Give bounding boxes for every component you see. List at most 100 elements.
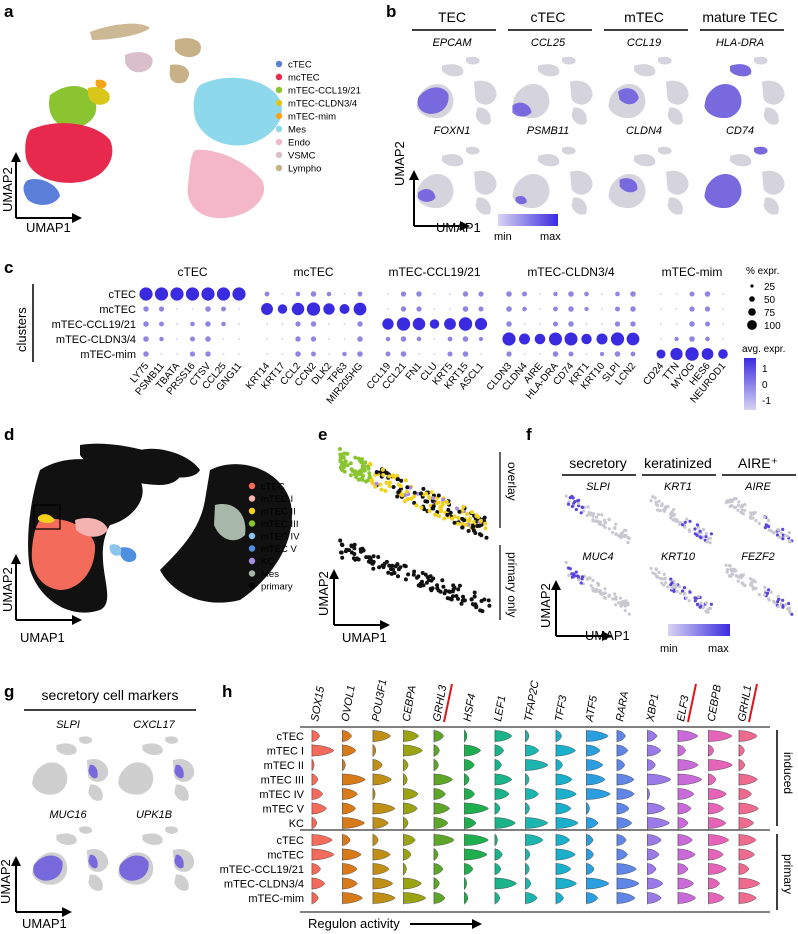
hi-violin-0-8: [555, 730, 562, 742]
f-plot-r2-0-pt-50: [611, 597, 615, 601]
hi-violin-2-2: [372, 759, 383, 771]
d-legend-dot-3: [248, 520, 256, 527]
c-dot-1-4-3: [328, 338, 330, 340]
f-plot-r2-1-pt-19: [704, 601, 708, 605]
f-plot-r1-1-pt-68: [685, 517, 689, 521]
hp-violin-3-13: [708, 877, 720, 890]
hi-violin-2-3: [403, 759, 409, 771]
c-dot-3-7-2: [614, 321, 621, 327]
c-dot-4-1-4: [670, 347, 683, 361]
hi-violin-2-1: [342, 759, 346, 771]
f-colorbar: [668, 624, 730, 636]
f-header-2: AIRE⁺: [738, 455, 778, 471]
hi-violin-6-14: [738, 817, 754, 829]
c-dot-0-0-4: [143, 351, 149, 357]
f-scale-min: min: [660, 643, 678, 655]
b-xlabel: UMAP1: [436, 220, 481, 235]
f-plot-r1-1-pt-26: [698, 529, 702, 533]
b-umap-r1-0-blob3: [466, 56, 480, 65]
f-plot-r1-0-pt-57: [591, 512, 596, 516]
e-overlay-point-256: [345, 451, 350, 456]
c-dot-3-6-3: [596, 333, 608, 345]
hp-violin-1-4: [433, 848, 439, 861]
b-umap-r2-3-blob4: [762, 170, 785, 195]
c-dot-0-6-2: [238, 323, 240, 325]
f-plot-r2-1-pt-37: [693, 596, 697, 600]
b-umap-r2-1: [512, 146, 593, 215]
c-dot-3-6-1: [601, 308, 603, 310]
g-y-arrow: [11, 856, 21, 866]
c-dot-3-4-3: [564, 332, 578, 346]
d-mtec-i: [75, 518, 108, 537]
e-xlabel: UMAP1: [342, 630, 387, 645]
c-dot-3-4-2: [568, 321, 574, 327]
g-umap-r1-0: [32, 736, 109, 801]
c-size-dot-1: [749, 296, 755, 302]
f-plot-r2-2-pt-56: [757, 592, 761, 597]
c-dot-1-5-2: [343, 323, 346, 325]
f-plot-r2-1-pt-46: [693, 599, 697, 603]
hi-violin-6-8: [555, 817, 579, 829]
e-overlay-point-37: [479, 533, 484, 538]
f-plot-r1-0-pt-26: [613, 526, 617, 530]
a-legend-label-5: Mes: [288, 125, 306, 136]
f-plot-r1-1-pt-44: [649, 499, 653, 503]
hp-violin-4-8: [555, 892, 564, 904]
g-x-arrow: [62, 907, 72, 917]
hi-violin-4-1: [342, 788, 358, 800]
f-plot-r2-2-pt-63: [751, 587, 755, 591]
f-scale-max: max: [708, 643, 729, 655]
c-dot-0-1-0: [154, 287, 169, 301]
e-overlay-point-65: [364, 479, 368, 484]
hi-violin-1-11: [647, 744, 661, 757]
d-legend-label-2: mTEC II: [261, 507, 296, 518]
hi-violin-5-11: [647, 802, 665, 815]
h-regulon-11: XBP1: [644, 693, 661, 724]
f-plot-r2-0-pt-22: [574, 570, 578, 574]
f-plot-r1-2-pt-50: [736, 508, 740, 512]
b-umap-r1-3-blob3: [754, 56, 768, 65]
c-dot-4-2-3: [689, 336, 695, 342]
f-plot-r2-0-pt-4: [603, 587, 607, 591]
f-plot-r2-0-pt-48: [619, 601, 623, 605]
c-dot-2-2-2: [412, 317, 426, 331]
hi-violin-3-13: [708, 773, 717, 786]
cluster-lympho-top: [90, 23, 150, 40]
hi-violin-6-6: [494, 817, 516, 829]
hi-violin-5-8: [555, 802, 572, 815]
c-dot-1-0-3: [266, 338, 268, 340]
c-dot-3-4-4: [568, 351, 574, 357]
c-dot-2-0-1: [387, 308, 389, 310]
f-plot-r2-2-pt-47: [729, 567, 733, 571]
c-dot-3-2-2: [539, 323, 541, 325]
hp-violin-1-5: [464, 848, 488, 861]
e-overlay-point-238: [360, 477, 365, 482]
d-zoom-box: [33, 504, 61, 530]
c-dot-1-1-0: [281, 293, 284, 295]
c-dot-3-7-3: [610, 332, 625, 346]
panel-label-b: b: [386, 2, 397, 21]
e-overlay-point-38: [472, 520, 477, 524]
e-overlay-point-62: [403, 478, 408, 483]
hp-violin-4-14: [738, 892, 757, 904]
f-plot-r1-0-pt-44: [624, 533, 628, 538]
hp-violin-0-7: [525, 834, 544, 846]
f-plot-r2-1-pt-55: [706, 610, 710, 614]
c-dot-2-5-2: [458, 317, 473, 331]
hp-row-label-3: mTEC-CLDN3/4: [224, 879, 304, 891]
e-overlay-point-60: [378, 482, 383, 487]
panel-label-e: e: [318, 425, 328, 444]
e-overlay-point-209: [414, 503, 419, 508]
b-header-2: mTEC: [624, 9, 664, 25]
f-plot-r1-0-pt-40: [600, 513, 604, 517]
c-dot-2-0-3: [385, 336, 391, 342]
f-plot-r1-1-pt-37: [693, 527, 697, 531]
c-dot-1-1-2: [281, 323, 284, 325]
e-overlay-point-215: [353, 469, 358, 474]
c-dot-2-2-3: [416, 336, 422, 342]
e-overlay-point-160: [423, 499, 428, 504]
f-plot-r1-2-pt-64: [752, 512, 756, 516]
f-plot-r1-2-pt-56: [757, 521, 761, 526]
f-plot-r1-0-pt-9: [594, 515, 598, 519]
e-primary-point-98: [381, 565, 386, 570]
